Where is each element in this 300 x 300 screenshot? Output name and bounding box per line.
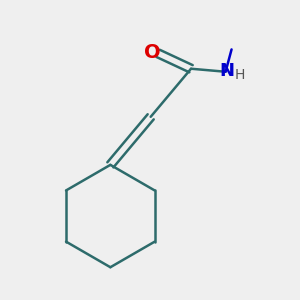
Text: H: H — [234, 68, 244, 82]
Text: O: O — [144, 43, 160, 61]
Text: N: N — [219, 62, 234, 80]
